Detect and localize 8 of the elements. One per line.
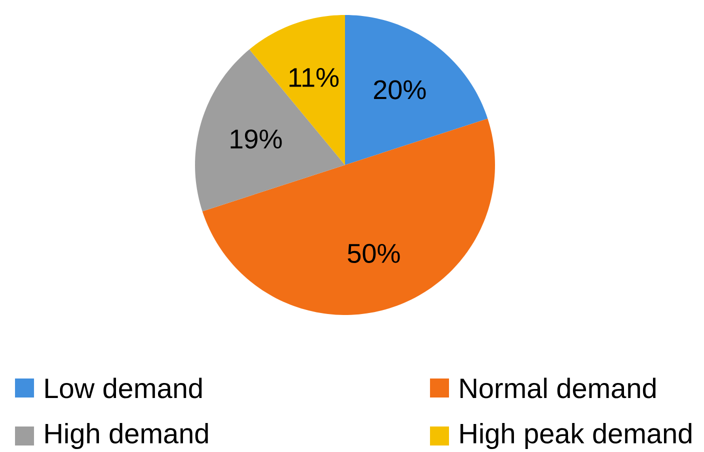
data-label: 50%: [348, 244, 400, 263]
legend-label: High peak demand: [460, 422, 692, 450]
legend-label: High demand: [46, 422, 208, 450]
data-label: 19%: [230, 129, 282, 149]
legend-label: Low demand: [46, 378, 202, 398]
data-label: 11%: [290, 68, 339, 87]
legend-label: Normal demand: [460, 378, 656, 398]
data-label: 20%: [374, 80, 426, 100]
